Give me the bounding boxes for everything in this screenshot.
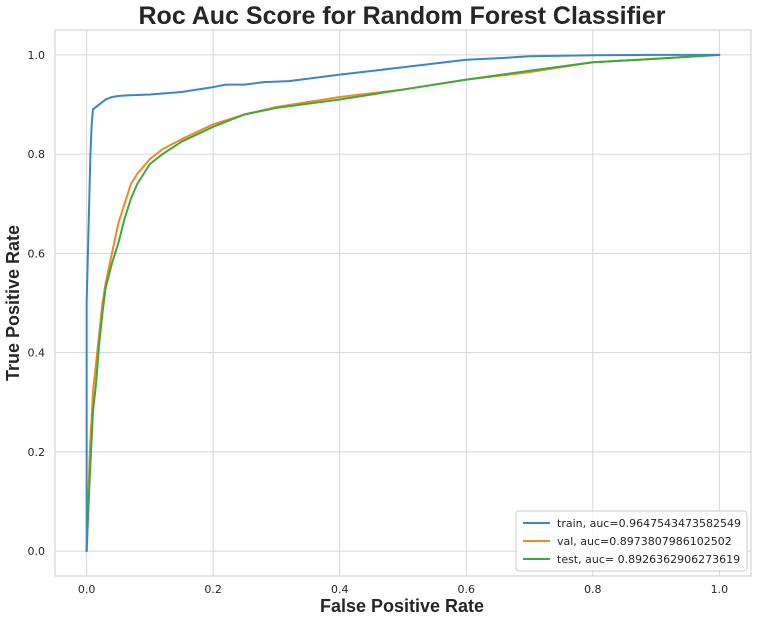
legend: train, auc=0.9647543473582549 val, auc=0.… — [515, 510, 748, 572]
series-lines — [85, 53, 721, 553]
x-tick-label: 0.4 — [331, 583, 349, 596]
y-tick-label: 0.4 — [28, 347, 46, 360]
y-tick-label: 0.0 — [28, 545, 46, 558]
plot-area — [54, 29, 752, 577]
x-tick-label: 0.0 — [78, 583, 96, 596]
series-line-train — [85, 53, 721, 553]
legend-entry: val, auc=0.8973807986102502 — [557, 535, 732, 548]
y-tick-label: 0.6 — [28, 247, 46, 260]
y-axis-label: True Positive Rate — [3, 225, 23, 381]
grid — [55, 30, 751, 576]
legend-box — [515, 510, 748, 572]
x-tick-label: 0.8 — [584, 583, 602, 596]
chart-title: Roc Auc Score for Random Forest Classifi… — [139, 2, 666, 30]
y-tick-label: 0.8 — [28, 148, 46, 161]
y-tick-labels: 0.0 0.2 0.4 0.6 0.8 1.0 — [28, 49, 46, 558]
y-tick-label: 1.0 — [28, 49, 46, 62]
x-tick-label: 1.0 — [711, 583, 729, 596]
legend-entry: test, auc= 0.8926362906273619 — [557, 553, 740, 566]
x-axis-label: False Positive Rate — [320, 596, 484, 616]
x-tick-label: 0.6 — [458, 583, 476, 596]
series-line-test — [85, 53, 721, 553]
y-tick-label: 0.2 — [28, 446, 46, 459]
x-tick-label: 0.2 — [204, 583, 222, 596]
x-tick-labels: 0.0 0.2 0.4 0.6 0.8 1.0 — [78, 583, 728, 596]
legend-entry: train, auc=0.9647543473582549 — [557, 517, 741, 530]
